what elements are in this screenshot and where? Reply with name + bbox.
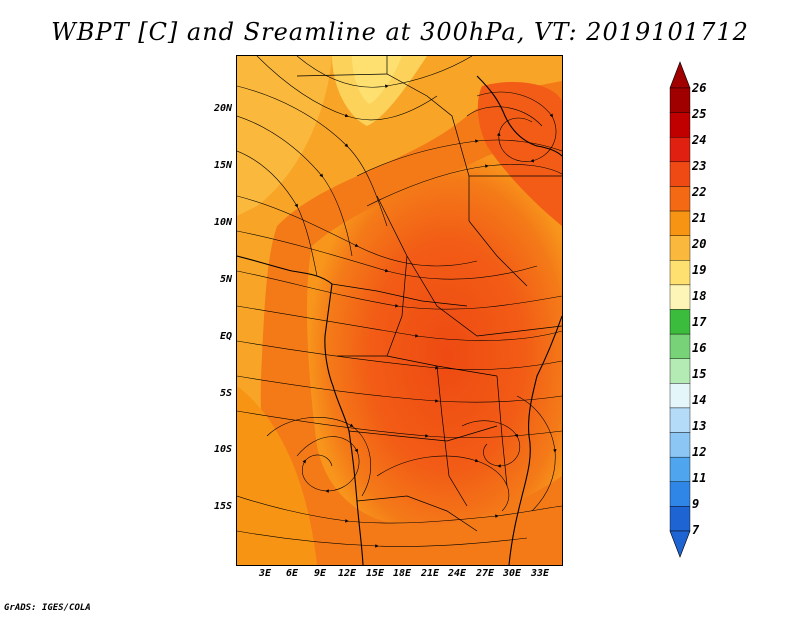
lon-tick-label: 24E [447, 568, 467, 579]
colorbar-label: 25 [692, 107, 707, 121]
colorbar-cell [669, 309, 691, 335]
colorbar-label: 21 [692, 211, 707, 225]
field-region-23 [307, 148, 562, 526]
colorbar-cell [669, 235, 691, 261]
map-panel [236, 55, 563, 566]
colorbar-cell [669, 358, 691, 384]
lon-tick-label: 21E [420, 568, 440, 579]
colorbar-cell [669, 186, 691, 212]
colorbar-top-arrow [669, 61, 691, 89]
colorbar-cell [669, 210, 691, 236]
lon-tick-label: 30E [502, 568, 522, 579]
lon-tick-label: 6E [285, 568, 299, 579]
colorbar-cell [669, 506, 691, 532]
colorbar-label: 20 [692, 237, 707, 251]
lat-tick-label: 10S [213, 444, 232, 455]
lat-tick-label: 15S [213, 501, 232, 512]
footer-credit: GrADS: IGES/COLA [4, 603, 91, 613]
lat-tick-label: 20N [213, 103, 232, 114]
colorbar-cell [669, 112, 691, 138]
map-canvas [237, 56, 562, 565]
colorbar [669, 61, 691, 558]
lon-tick-label: 33E [530, 568, 550, 579]
lon-tick-label: 9E [313, 568, 327, 579]
field-region-cool-north-2 [352, 56, 402, 104]
lon-tick-label: 18E [392, 568, 412, 579]
colorbar-cell [669, 407, 691, 433]
colorbar-cell [669, 456, 691, 482]
lon-tick-label: 15E [365, 568, 385, 579]
field-region-south-west [237, 386, 317, 565]
colorbar-cell [669, 161, 691, 187]
colorbar-label: 13 [692, 419, 707, 433]
lat-tick-label: 5S [219, 388, 232, 399]
colorbar-cell [669, 137, 691, 163]
lat-tick-label: 15N [213, 160, 232, 171]
plot-title: WBPT [C] and Sreamline at 300hPa, VT: 20… [51, 18, 749, 46]
colorbar-cell [669, 284, 691, 310]
lat-tick-label: 10N [213, 217, 232, 228]
colorbar-label: 19 [692, 263, 707, 277]
lon-tick-label: 12E [337, 568, 357, 579]
streamlines [237, 56, 562, 548]
colorbar-label: 23 [692, 159, 707, 173]
colorbar-label: 26 [692, 81, 707, 95]
colorbar-label: 12 [692, 445, 707, 459]
colorbar-label: 14 [692, 393, 707, 407]
colorbar-label: 9 [692, 497, 700, 511]
colorbar-bottom-arrow [669, 530, 691, 558]
colorbar-label: 11 [692, 471, 707, 485]
colorbar-label: 17 [692, 315, 707, 329]
colorbar-label: 15 [692, 367, 707, 381]
colorbar-cell [669, 383, 691, 409]
colorbar-cell [669, 481, 691, 507]
lon-tick-label: 27E [475, 568, 495, 579]
colorbar-label: 18 [692, 289, 707, 303]
colorbar-label: 22 [692, 185, 707, 199]
lon-tick-label: 3E [258, 568, 272, 579]
colorbar-cell [669, 260, 691, 286]
colorbar-cell [669, 432, 691, 458]
colorbar-cell [669, 333, 691, 359]
lat-tick-label: 5N [219, 274, 232, 285]
colorbar-label: 7 [692, 523, 700, 537]
colorbar-label: 16 [692, 341, 707, 355]
lat-tick-label: EQ [219, 331, 232, 342]
colorbar-label: 24 [692, 133, 707, 147]
colorbar-cell [669, 87, 691, 113]
field-region-cool-west [237, 56, 332, 216]
